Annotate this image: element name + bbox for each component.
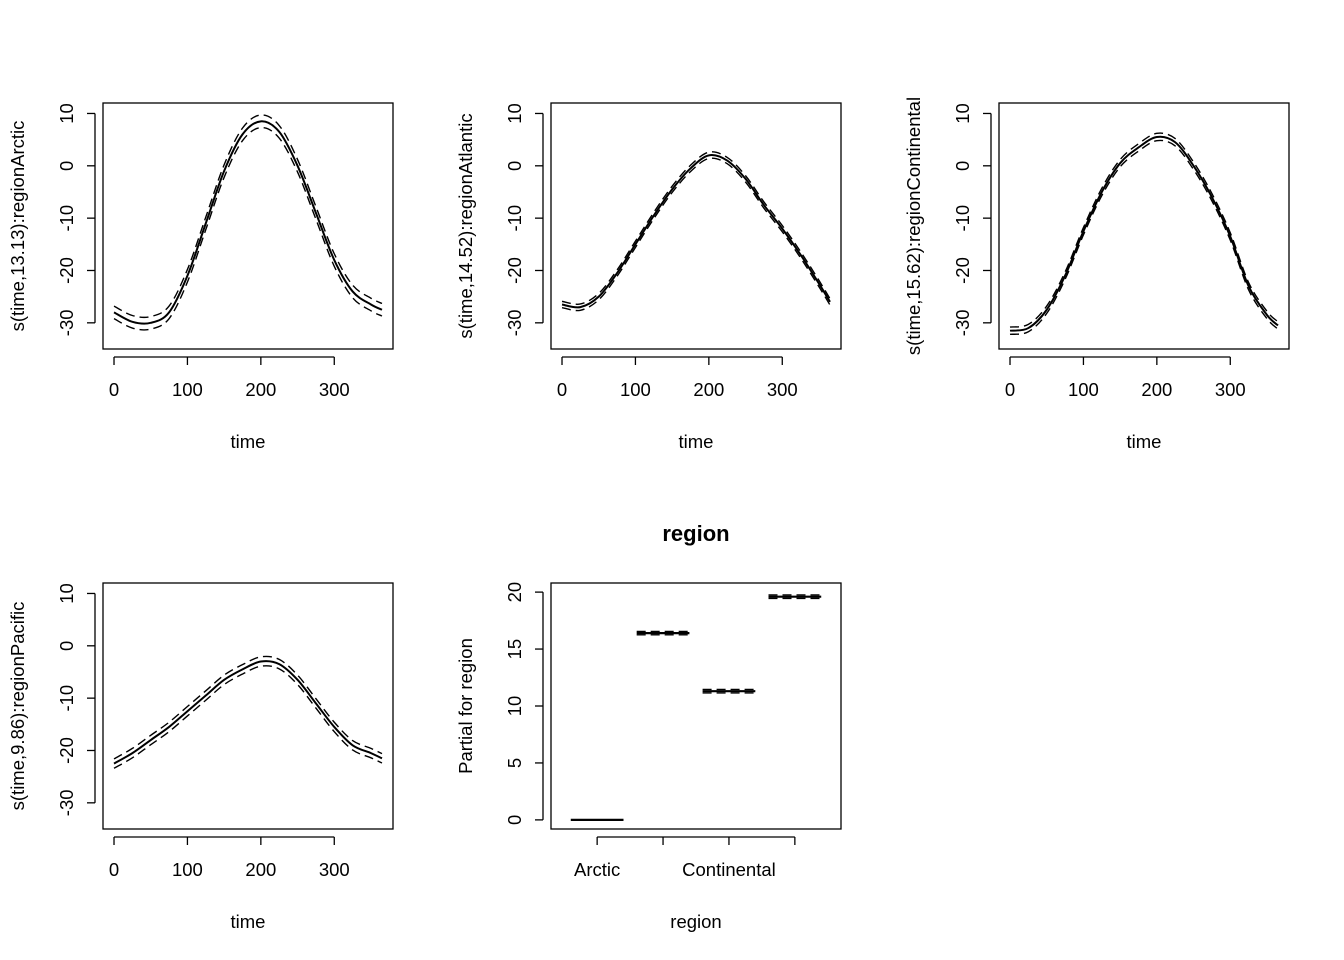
x-tick-label: 100 [1068, 379, 1099, 400]
y-tick-label: 0 [504, 815, 525, 825]
x-tick-label: Continental [682, 859, 776, 880]
y-tick-label: -20 [504, 257, 525, 284]
y-tick-label: 10 [504, 103, 525, 124]
plot-frame [550, 102, 842, 350]
x-tick-label: 0 [1005, 379, 1015, 400]
x-axis-label: time [231, 911, 266, 932]
y-axis-label: s(time,15.62):regionContinental [903, 97, 924, 355]
x-tick-label: 200 [1141, 379, 1172, 400]
upper-confidence-band [113, 114, 383, 319]
panel-title: region [662, 521, 729, 546]
upper-confidence-band [1009, 132, 1279, 328]
y-tick-label: -20 [952, 257, 973, 284]
y-tick-label: 10 [952, 103, 973, 124]
smooth-fit-line [1009, 135, 1279, 332]
x-tick-label: 0 [557, 379, 567, 400]
smooth-fit-line [561, 154, 831, 309]
plot-frame [550, 582, 842, 830]
smooth-fit-line [113, 660, 383, 765]
y-axis-label: s(time,14.52):regionAtlantic [455, 113, 476, 338]
lower-confidence-band [1009, 139, 1279, 336]
x-tick-label: 300 [319, 379, 350, 400]
y-tick-label: 0 [504, 161, 525, 171]
lower-confidence-band [561, 157, 831, 312]
x-tick-label: 100 [172, 379, 203, 400]
panel-2: 100-10-20-30s(time,14.52):regionAtlantic… [455, 102, 842, 452]
y-tick-label: -10 [56, 685, 77, 712]
lower-confidence-band [113, 126, 383, 331]
plot-frame [998, 102, 1290, 350]
smooth-fit-line [113, 120, 383, 325]
y-tick-label: -10 [56, 205, 77, 232]
upper-confidence-band [561, 151, 831, 305]
y-tick-label: 10 [504, 696, 525, 717]
x-axis-label: time [679, 431, 714, 452]
y-tick-label: 0 [56, 161, 77, 171]
x-axis-label: region [670, 911, 721, 932]
y-tick-label: -10 [504, 205, 525, 232]
y-tick-label: -20 [56, 737, 77, 764]
y-tick-label: -30 [56, 309, 77, 336]
y-tick-label: 0 [952, 161, 973, 171]
y-tick-label: -30 [56, 789, 77, 816]
panel-5: region 0 5 10 15 20 Partial for region Arctic Co… [455, 521, 842, 932]
x-tick-label: Arctic [574, 859, 620, 880]
y-tick-label: 20 [504, 582, 525, 603]
plot-frame [102, 582, 394, 830]
y-tick-label: 10 [56, 103, 77, 124]
x-tick-label: 300 [767, 379, 798, 400]
x-tick-label: 0 [109, 379, 119, 400]
plot-frame [102, 102, 394, 350]
x-tick-label: 100 [620, 379, 651, 400]
x-tick-label: 200 [693, 379, 724, 400]
x-tick-label: 200 [245, 379, 276, 400]
x-axis-label: time [231, 431, 266, 452]
x-tick-label: 200 [245, 859, 276, 880]
y-tick-label: -10 [952, 205, 973, 232]
y-axis-label: s(time,9.86):regionPacific [7, 602, 28, 811]
y-tick-label: 5 [504, 758, 525, 768]
y-tick-label: -20 [56, 257, 77, 284]
y-axis-label: s(time,13.13):regionArctic [7, 121, 28, 332]
lower-confidence-band [113, 665, 383, 769]
upper-confidence-band [113, 655, 383, 760]
x-tick-label: 0 [109, 859, 119, 880]
x-tick-label: 100 [172, 859, 203, 880]
x-axis-label: time [1127, 431, 1162, 452]
y-tick-label: 15 [504, 639, 525, 660]
y-tick-label: -30 [952, 309, 973, 336]
y-tick-label: 10 [56, 583, 77, 604]
x-tick-label: 300 [319, 859, 350, 880]
y-axis-label: Partial for region [455, 638, 476, 774]
y-tick-label: 0 [56, 641, 77, 651]
y-tick-label: -30 [504, 309, 525, 336]
x-tick-label: 300 [1215, 379, 1246, 400]
panel-3: 100-10-20-30s(time,15.62):regionContinen… [903, 97, 1290, 452]
